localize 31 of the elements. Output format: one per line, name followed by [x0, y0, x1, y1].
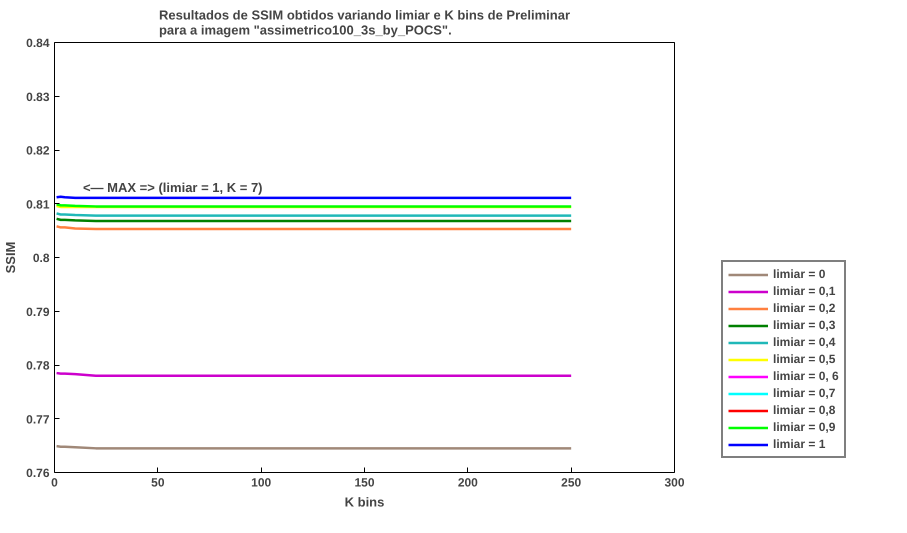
y-tick-label: 0.76: [26, 466, 50, 480]
legend-label: limiar = 0,9: [773, 420, 836, 434]
x-tick-label: 100: [251, 476, 272, 490]
y-tick-label: 0.77: [26, 412, 50, 426]
legend-label: limiar = 0,8: [773, 403, 836, 417]
x-axis-title: K bins: [344, 494, 384, 510]
annotation: <— MAX => (limiar = 1, K = 7): [82, 180, 263, 195]
legend-label: limiar = 0,3: [773, 318, 836, 332]
y-tick-label: 0.78: [26, 358, 50, 372]
x-tick-label: 300: [664, 476, 685, 490]
legend-label: limiar = 0, 6: [773, 369, 839, 383]
x-tick-label: 150: [354, 476, 375, 490]
x-tick-label: 0: [51, 476, 58, 490]
y-tick-label: 0.84: [26, 36, 50, 50]
x-tick-label: 200: [458, 476, 478, 490]
legend-label: limiar = 0,7: [773, 386, 836, 400]
legend-label: limiar = 0: [773, 267, 826, 281]
legend-label: limiar = 0,2: [773, 301, 836, 315]
y-tick-label: 0.79: [26, 304, 50, 319]
y-axis-title: SSIM: [3, 242, 18, 274]
chart-title: Resultados de SSIM obtidos variando limiar e K bins de Preliminar para a imagem "assimetrico100_3s_by_POCS".: [158, 8, 570, 38]
legend-label: limiar = 1: [773, 437, 826, 451]
y-tick-label: 0.83: [26, 90, 50, 104]
legend-label: limiar = 0,5: [773, 352, 836, 366]
x-tick-label: 50: [151, 476, 165, 490]
legend-label: limiar = 0,4: [773, 335, 836, 349]
y-tick-label: 0.82: [26, 144, 50, 158]
y-tick-label: 0.81: [26, 197, 50, 212]
y-tick-label: 0.8: [32, 251, 50, 265]
x-tick-label: 250: [561, 476, 582, 490]
legend-label: limiar = 0,1: [773, 284, 836, 298]
